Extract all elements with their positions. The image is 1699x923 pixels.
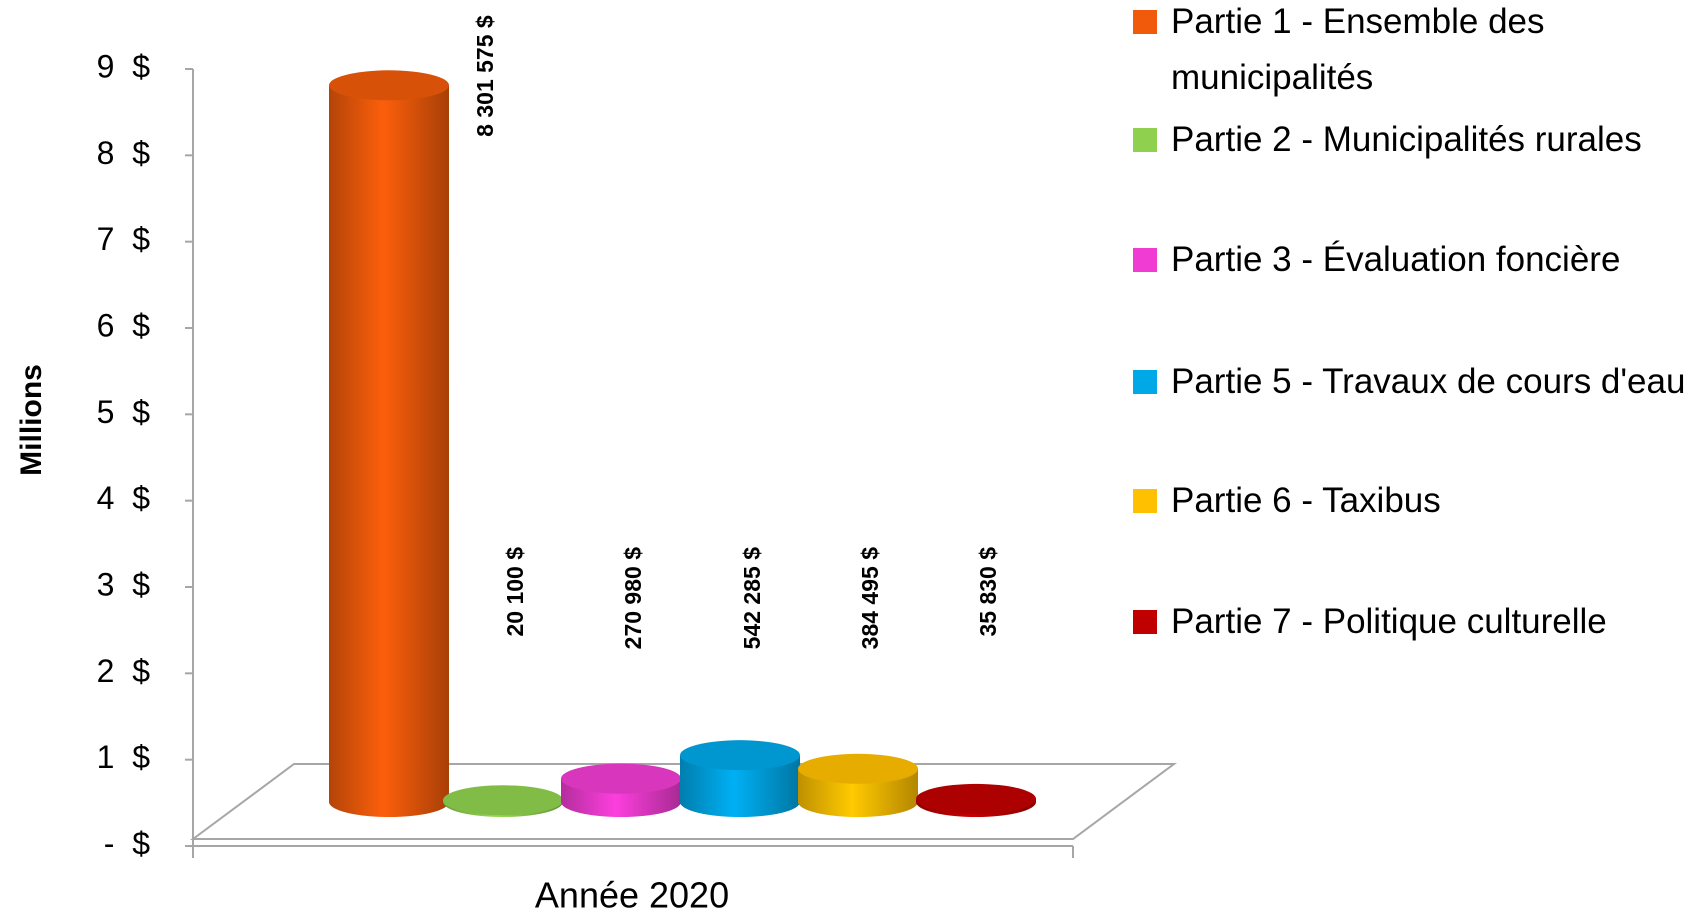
value-label: 35 830 $ <box>975 547 1001 637</box>
bar-top <box>443 785 563 816</box>
legend-swatch <box>1133 10 1157 34</box>
bar-top <box>680 740 800 771</box>
value-label: 20 100 $ <box>502 547 528 637</box>
legend-label: Partie 1 - Ensemble des municipalités <box>1171 2 1545 97</box>
x-tick-label: Année 2020 <box>535 875 729 916</box>
value-label: 270 980 $ <box>620 547 646 650</box>
legend-entry: Partie 6 - Taxibus <box>1133 473 1693 529</box>
legend-swatch <box>1133 610 1157 634</box>
y-tick-label: 7 $ <box>97 221 151 257</box>
legend-label: Partie 6 - Taxibus <box>1171 481 1441 520</box>
legend-entry: Partie 1 - Ensemble des municipalités <box>1133 0 1693 106</box>
y-tick-label: 1 $ <box>97 739 151 775</box>
y-tick-label: 8 $ <box>97 135 151 171</box>
y-tick-label: 2 $ <box>97 653 151 689</box>
bar <box>680 755 800 817</box>
bar-top <box>916 783 1036 814</box>
legend-entry: Partie 2 - Municipalités rurales <box>1133 112 1693 168</box>
bar-top <box>798 753 918 784</box>
bar-top <box>561 763 681 794</box>
bar-top <box>329 70 449 101</box>
y-tick-label: 4 $ <box>97 480 151 516</box>
legend-swatch <box>1133 128 1157 152</box>
y-tick-label: 5 $ <box>97 394 151 430</box>
legend-entry: Partie 3 - Évaluation foncière <box>1133 232 1693 288</box>
y-tick-label: 3 $ <box>97 566 151 602</box>
value-label: 384 495 $ <box>857 547 883 650</box>
y-tick-label: - $ <box>104 825 150 861</box>
bar <box>329 85 449 817</box>
y-axis-label: Millions <box>15 364 48 476</box>
legend-swatch <box>1133 489 1157 513</box>
legend-entry: Partie 7 - Politique culturelle <box>1133 594 1693 650</box>
legend-label: Partie 7 - Politique culturelle <box>1171 602 1607 641</box>
value-label: 8 301 575 $ <box>472 15 498 137</box>
legend-entry: Partie 5 - Travaux de cours d'eau <box>1133 354 1693 410</box>
legend-label: Partie 2 - Municipalités rurales <box>1171 120 1642 159</box>
legend-swatch <box>1133 248 1157 272</box>
legend-label: Partie 5 - Travaux de cours d'eau <box>1171 362 1686 401</box>
y-tick-label: 6 $ <box>97 307 151 343</box>
value-label: 542 285 $ <box>739 547 765 650</box>
legend-swatch <box>1133 370 1157 394</box>
y-tick-label: 9 $ <box>97 48 151 84</box>
legend-label: Partie 3 - Évaluation foncière <box>1171 240 1621 279</box>
